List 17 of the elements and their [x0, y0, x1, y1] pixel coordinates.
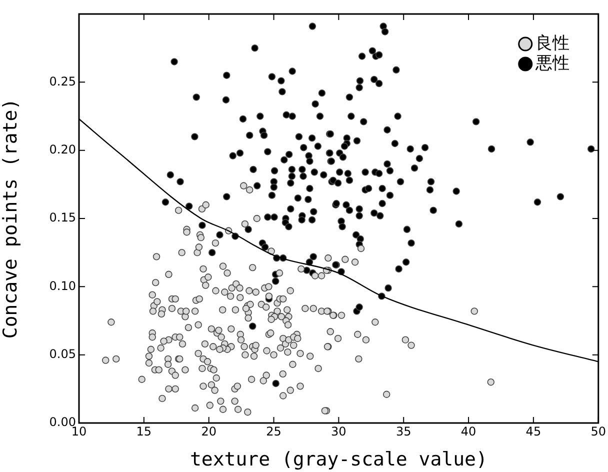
y-tick-label: 0.20	[49, 142, 76, 156]
x-tick-label: 15	[136, 424, 152, 438]
y-axis-title: Concave points (rate)	[0, 98, 22, 339]
y-tick-label: 0.15	[49, 210, 76, 225]
legend-label: 良性	[535, 33, 570, 54]
x-tick-label: 30	[331, 424, 346, 438]
x-tick-label: 20	[201, 424, 216, 438]
legend-label: 悪性	[534, 53, 570, 74]
x-axis-title: texture (gray-scale value)	[190, 448, 488, 471]
x-tick-label: 35	[396, 424, 412, 438]
x-tick-label: 25	[266, 424, 282, 438]
y-tick-label: 0.05	[49, 346, 76, 361]
x-tick-label: 40	[460, 424, 476, 438]
y-tick-label: 0.25	[49, 74, 76, 88]
x-tick-label: 45	[526, 424, 542, 438]
y-tick-label: 0.10	[49, 278, 76, 293]
x-tick-label: 50	[590, 424, 606, 438]
